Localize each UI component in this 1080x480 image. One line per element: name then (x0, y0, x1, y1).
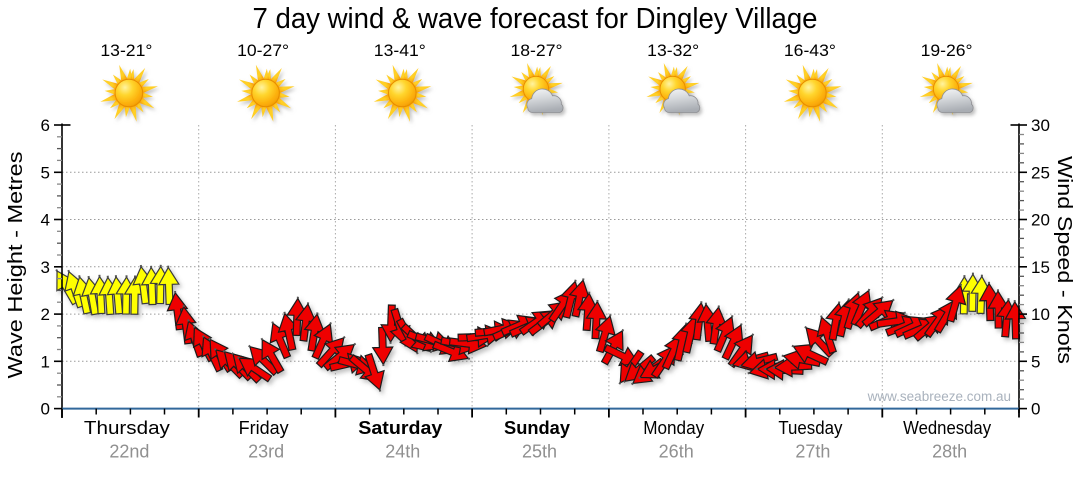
svg-text:0: 0 (41, 400, 50, 419)
svg-text:Wave Height - Metres: Wave Height - Metres (5, 152, 27, 379)
svg-text:6: 6 (41, 116, 50, 135)
svg-text:5: 5 (41, 163, 50, 182)
svg-text:4: 4 (41, 211, 50, 230)
svg-text:13-21°: 13-21° (100, 41, 152, 60)
svg-text:7 day wind & wave forecast for: 7 day wind & wave forecast for Dingley V… (253, 3, 818, 35)
svg-text:30: 30 (1031, 116, 1050, 135)
svg-text:22nd: 22nd (109, 442, 149, 462)
svg-text:18-27°: 18-27° (511, 41, 563, 60)
svg-text:Saturday: Saturday (358, 418, 442, 438)
svg-text:16-43°: 16-43° (784, 41, 836, 60)
svg-text:Wind Speed - Knots: Wind Speed - Knots (1053, 156, 1075, 364)
svg-text:23rd: 23rd (248, 442, 284, 462)
svg-text:1: 1 (41, 352, 50, 371)
svg-text:25th: 25th (522, 442, 557, 462)
svg-text:Tuesday: Tuesday (778, 418, 842, 438)
svg-text:www.seabreeze.com.au: www.seabreeze.com.au (867, 389, 1011, 404)
svg-text:Sunday: Sunday (504, 418, 570, 438)
svg-text:10-27°: 10-27° (237, 41, 289, 60)
svg-text:0: 0 (1031, 400, 1040, 419)
svg-text:20: 20 (1031, 211, 1050, 230)
svg-text:3: 3 (41, 258, 50, 277)
svg-text:Thursday: Thursday (84, 418, 170, 438)
svg-text:19-26°: 19-26° (921, 41, 973, 60)
svg-text:Monday: Monday (643, 418, 704, 438)
svg-text:13-41°: 13-41° (374, 41, 426, 60)
svg-text:15: 15 (1031, 258, 1050, 277)
svg-text:25: 25 (1031, 163, 1050, 182)
svg-text:10: 10 (1031, 305, 1050, 324)
svg-text:24th: 24th (385, 442, 420, 462)
svg-text:Friday: Friday (239, 418, 289, 438)
svg-text:27th: 27th (795, 442, 830, 462)
svg-text:28th: 28th (932, 442, 967, 462)
svg-text:26th: 26th (659, 442, 694, 462)
svg-text:2: 2 (41, 305, 50, 324)
svg-text:5: 5 (1031, 352, 1040, 371)
svg-text:Wednesday: Wednesday (903, 418, 991, 438)
svg-text:13-32°: 13-32° (647, 41, 699, 60)
